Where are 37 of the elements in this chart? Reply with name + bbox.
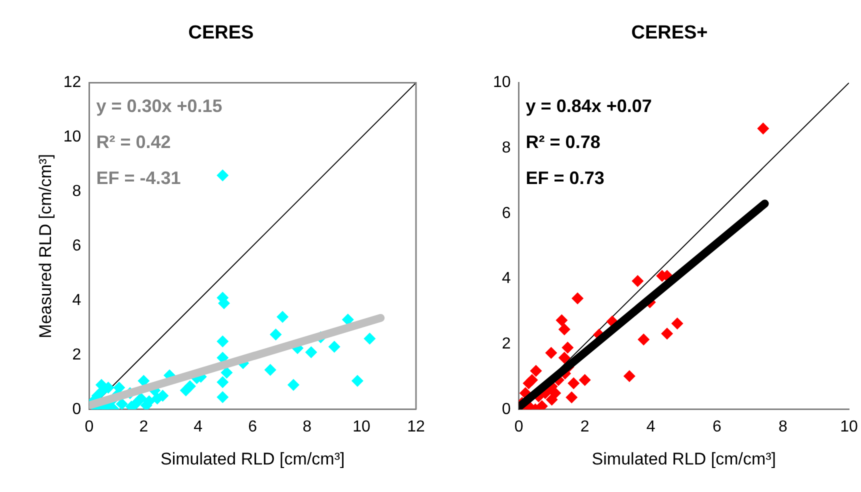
x-tick-label: 10 xyxy=(352,418,371,436)
x-tick-label: 2 xyxy=(139,418,148,436)
x-tick-label: 8 xyxy=(778,418,788,436)
x-tick-label: 12 xyxy=(407,418,425,436)
y-axis-title: Measured RLD [cm/cm³] xyxy=(36,154,55,338)
y-tick-label: 12 xyxy=(63,74,82,92)
chart-title: CERES+ xyxy=(631,22,708,44)
x-tick-label: 0 xyxy=(84,418,94,436)
x-tick-label: 4 xyxy=(646,418,656,436)
annotation: EF = -4.31 xyxy=(96,168,181,188)
x-axis-title: Simulated RLD [cm/cm³] xyxy=(160,449,345,468)
x-tick-label: 8 xyxy=(302,418,312,436)
y-tick-label: 0 xyxy=(502,400,511,418)
y-tick-label: 0 xyxy=(72,400,82,418)
x-tick-label: 10 xyxy=(840,418,858,436)
y-tick-label: 4 xyxy=(72,292,82,309)
y-tick-label: 8 xyxy=(72,183,82,200)
annotation: y = 0.84x +0.07 xyxy=(526,96,652,116)
chart-title: CERES xyxy=(188,22,254,44)
y-tick-label: 8 xyxy=(502,140,511,157)
x-tick-label: 0 xyxy=(514,418,524,436)
y-tick-label: 6 xyxy=(502,204,511,222)
annotation: R² = 0.78 xyxy=(526,132,600,152)
x-tick-label: 6 xyxy=(712,418,722,436)
y-tick-label: 10 xyxy=(63,128,82,146)
annotation: EF = 0.73 xyxy=(526,168,604,188)
y-tick-label: 10 xyxy=(493,74,511,92)
y-tick-label: 2 xyxy=(502,335,511,352)
x-axis-title: Simulated RLD [cm/cm³] xyxy=(592,449,776,468)
y-tick-label: 2 xyxy=(72,346,82,364)
annotation: R² = 0.42 xyxy=(96,132,171,152)
x-tick-label: 6 xyxy=(248,418,258,436)
x-tick-label: 2 xyxy=(580,418,590,436)
x-tick-label: 4 xyxy=(194,418,203,436)
y-tick-label: 4 xyxy=(502,270,511,288)
y-tick-label: 6 xyxy=(72,238,82,255)
annotation: y = 0.30x +0.15 xyxy=(96,96,222,116)
